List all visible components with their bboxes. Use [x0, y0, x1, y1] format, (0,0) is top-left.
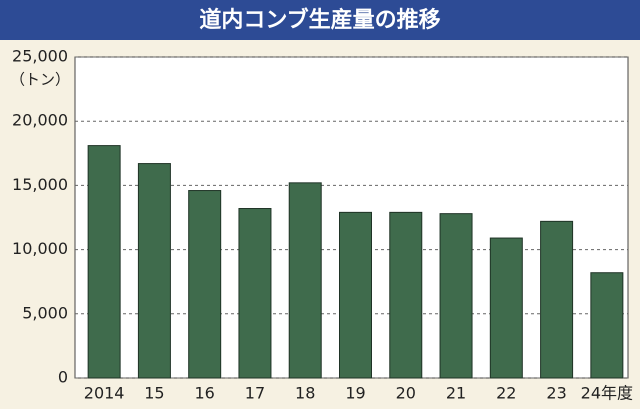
y-tick-label: 5,000 [22, 303, 68, 322]
x-tick-label: 24年度 [581, 384, 633, 403]
y-axis-label: （トン） [10, 71, 70, 89]
bar [188, 190, 222, 379]
y-tick-label: 0 [58, 368, 68, 387]
x-tick-label: 15 [144, 384, 164, 403]
x-tick-label: 2014 [84, 384, 125, 403]
x-tick-label: 18 [295, 384, 315, 403]
y-tick-label: 25,000 [12, 47, 68, 66]
bar [137, 163, 171, 379]
bar [389, 211, 423, 379]
bar [540, 220, 574, 379]
x-tick-label: 23 [546, 384, 566, 403]
x-tick-label: 17 [245, 384, 265, 403]
y-tick-label: 15,000 [12, 175, 68, 194]
bar [489, 237, 523, 379]
bar [288, 182, 322, 379]
x-tick-label: 22 [496, 384, 516, 403]
bar [439, 213, 473, 379]
x-tick-label: 16 [195, 384, 215, 403]
title-banner [0, 0, 640, 40]
x-tick-label: 21 [446, 384, 466, 403]
bar [590, 272, 624, 379]
x-tick-label: 20 [396, 384, 416, 403]
bar [339, 211, 372, 379]
x-tick-label: 19 [345, 384, 365, 403]
bar [238, 208, 272, 379]
bar [87, 145, 121, 379]
y-tick-label: 10,000 [12, 239, 68, 258]
chart-title: 道内コンブ生産量の推移 [199, 7, 440, 33]
y-tick-label: 20,000 [12, 111, 68, 130]
